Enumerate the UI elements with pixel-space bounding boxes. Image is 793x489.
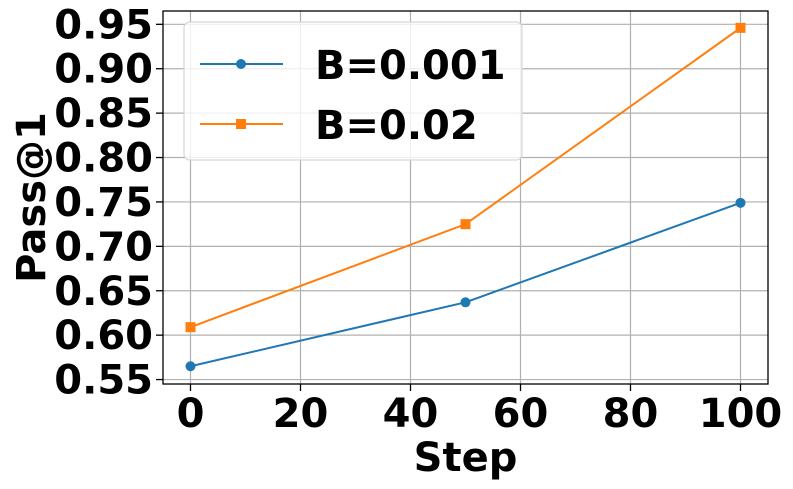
x-tick-label-2: 40 bbox=[383, 391, 439, 437]
y-axis-label: Pass@1 bbox=[9, 112, 55, 283]
x-tick-label-0: 0 bbox=[177, 391, 205, 437]
series-1-point-2 bbox=[735, 22, 746, 33]
y-tick-label-6: 0.85 bbox=[54, 91, 153, 137]
x-tick-label-3: 60 bbox=[493, 391, 549, 437]
x-tick-label-4: 80 bbox=[603, 391, 659, 437]
legend-box bbox=[183, 21, 523, 161]
x-axis-ticks: 0 20 40 60 80 100 bbox=[177, 384, 783, 437]
series-0-point-1 bbox=[460, 297, 471, 308]
plot-frame bbox=[162, 10, 769, 385]
legend-label-0: B=0.001 bbox=[315, 43, 506, 89]
y-tick-label-4: 0.75 bbox=[54, 180, 153, 226]
series-0-point-2 bbox=[735, 197, 746, 208]
y-tick-label-3: 0.70 bbox=[54, 224, 153, 270]
y-tick-label-5: 0.80 bbox=[54, 136, 153, 182]
series-1-point-1 bbox=[460, 219, 471, 230]
y-tick-label-0: 0.55 bbox=[54, 358, 153, 404]
series-layer bbox=[185, 22, 746, 372]
y-tick-label-2: 0.65 bbox=[54, 269, 153, 315]
legend-marker-0 bbox=[236, 59, 246, 69]
y-tick-label-8: 0.95 bbox=[54, 2, 153, 48]
series-1-point-0 bbox=[185, 322, 196, 333]
y-axis-ticks: 0.550.600.650.700.750.800.850.900.95 bbox=[54, 2, 163, 404]
legend: B=0.001 B=0.02 bbox=[183, 21, 523, 161]
x-axis-label: Step bbox=[414, 435, 518, 481]
series-0-point-0 bbox=[185, 361, 196, 372]
y-tick-label-7: 0.90 bbox=[54, 47, 153, 93]
y-tick-label-1: 0.60 bbox=[54, 313, 153, 359]
legend-marker-1 bbox=[236, 119, 246, 129]
x-tick-label-5: 100 bbox=[699, 391, 783, 437]
legend-label-1: B=0.02 bbox=[315, 103, 478, 149]
x-tick-label-1: 20 bbox=[273, 391, 329, 437]
